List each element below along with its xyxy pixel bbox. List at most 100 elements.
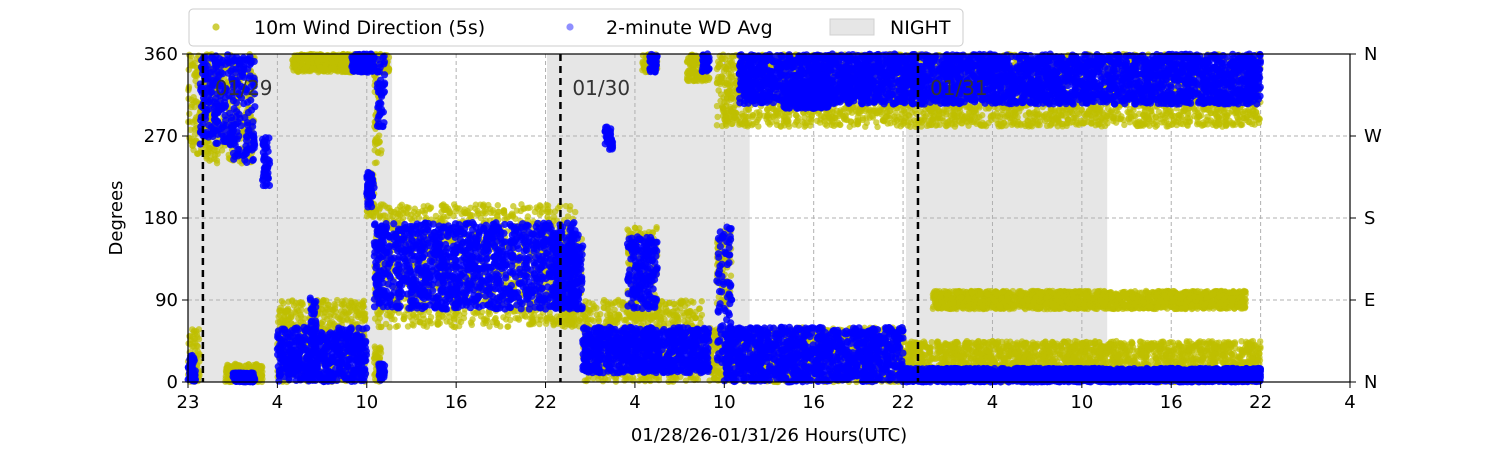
data-point bbox=[277, 304, 284, 311]
data-point bbox=[456, 205, 463, 212]
data-point bbox=[448, 322, 455, 329]
data-point bbox=[635, 377, 643, 384]
data-point bbox=[394, 212, 402, 219]
data-point bbox=[526, 204, 534, 211]
data-point bbox=[690, 299, 697, 306]
data-point bbox=[372, 345, 379, 352]
data-point bbox=[191, 59, 198, 67]
data-point bbox=[583, 377, 590, 385]
data-point bbox=[293, 67, 300, 74]
data-point bbox=[328, 65, 335, 73]
data-point bbox=[373, 352, 381, 359]
data-point bbox=[337, 61, 345, 68]
data-point bbox=[537, 313, 544, 320]
data-point bbox=[600, 304, 608, 312]
data-point bbox=[629, 312, 637, 319]
data-point bbox=[639, 59, 646, 67]
data-point bbox=[397, 203, 404, 210]
data-point bbox=[524, 213, 532, 220]
data-point bbox=[326, 321, 333, 328]
data-point bbox=[494, 202, 501, 209]
data-point bbox=[185, 66, 192, 73]
data-point bbox=[467, 204, 474, 211]
data-point bbox=[550, 322, 557, 329]
data-point bbox=[500, 208, 508, 215]
data-point bbox=[188, 135, 195, 143]
data-point bbox=[692, 314, 699, 322]
data-point bbox=[445, 313, 453, 320]
series-layer bbox=[184, 50, 1265, 386]
data-point bbox=[509, 213, 516, 220]
data-point bbox=[698, 311, 706, 319]
data-point bbox=[615, 315, 623, 322]
data-point bbox=[517, 207, 524, 215]
data-point bbox=[400, 313, 408, 320]
data-point bbox=[410, 208, 418, 216]
data-point bbox=[422, 207, 429, 214]
data-point bbox=[327, 306, 334, 313]
data-point bbox=[371, 159, 379, 167]
data-point bbox=[490, 209, 497, 217]
data-point bbox=[288, 298, 296, 305]
data-point bbox=[670, 311, 677, 319]
data-point bbox=[611, 306, 618, 314]
data-point bbox=[299, 59, 307, 67]
data-point bbox=[504, 323, 511, 330]
data-point bbox=[566, 203, 574, 210]
data-point bbox=[338, 308, 345, 315]
data-point bbox=[292, 310, 299, 317]
data-point bbox=[455, 322, 463, 330]
data-point bbox=[208, 156, 215, 163]
data-point bbox=[276, 312, 284, 319]
data-point bbox=[192, 116, 199, 123]
data-point bbox=[193, 328, 200, 335]
data-point bbox=[542, 320, 550, 327]
data-point bbox=[258, 362, 265, 370]
data-point bbox=[189, 142, 196, 149]
data-point bbox=[474, 211, 481, 218]
data-point bbox=[536, 202, 544, 209]
data-point bbox=[378, 323, 385, 331]
data-point bbox=[371, 147, 378, 154]
data-point bbox=[440, 314, 447, 321]
data-point bbox=[283, 308, 290, 315]
data-point bbox=[407, 215, 414, 222]
data-point bbox=[415, 214, 423, 222]
data-point bbox=[297, 299, 304, 306]
data-point bbox=[337, 313, 344, 321]
data-point bbox=[568, 320, 576, 327]
data-point bbox=[325, 54, 332, 61]
data-point bbox=[543, 201, 550, 209]
data-point bbox=[346, 308, 353, 316]
data-point bbox=[438, 208, 445, 216]
data-point bbox=[599, 377, 607, 385]
data-point bbox=[434, 318, 441, 325]
data-point bbox=[213, 159, 221, 167]
data-point bbox=[480, 316, 488, 323]
data-point bbox=[587, 309, 594, 317]
data-point bbox=[387, 207, 394, 215]
data-point bbox=[391, 316, 398, 323]
data-point bbox=[386, 324, 393, 331]
data-point bbox=[677, 304, 684, 312]
data-point bbox=[188, 101, 196, 108]
data-point bbox=[497, 323, 504, 330]
data-point bbox=[333, 296, 341, 304]
data-point bbox=[485, 201, 492, 209]
data-point bbox=[486, 323, 493, 330]
data-point bbox=[679, 298, 687, 306]
data-point bbox=[607, 314, 614, 322]
data-point bbox=[512, 314, 519, 322]
data-point bbox=[376, 204, 384, 212]
data-point bbox=[372, 136, 379, 143]
data-point bbox=[438, 202, 445, 209]
data-point bbox=[378, 147, 385, 154]
data-point bbox=[193, 98, 200, 105]
data-point bbox=[206, 144, 213, 152]
data-point bbox=[316, 66, 324, 74]
data-point bbox=[581, 316, 589, 323]
data-point bbox=[612, 298, 619, 306]
data-point bbox=[468, 212, 476, 219]
data-point bbox=[468, 321, 476, 329]
